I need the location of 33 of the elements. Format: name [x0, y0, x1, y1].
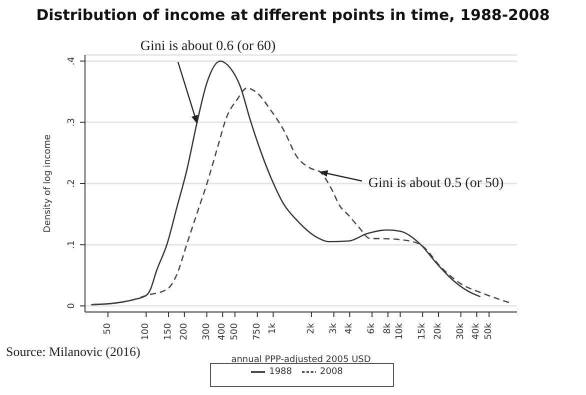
x-tick-label: 8k — [382, 322, 393, 334]
x-tick-label: 3k — [328, 322, 339, 334]
x-tick-label: 1k — [268, 322, 278, 334]
x-tick-label: 20k — [433, 322, 444, 340]
x-tick-label: 500 — [230, 322, 240, 340]
x-tick-label: 15k — [418, 322, 428, 340]
annotation: Gini is about 0.5 (or 50) — [368, 176, 504, 191]
x-tick-label: 2k — [306, 322, 316, 334]
x-tick-label: 400 — [218, 322, 228, 340]
x-tick-label: 200 — [179, 322, 190, 340]
x-axis-title: annual PPP-adjusted 2005 USD — [231, 355, 371, 365]
chart-title: Distribution of income at different points in time, 1988-2008 — [35, 6, 551, 24]
x-tick-label: 10k — [395, 322, 406, 340]
x-tick-label: 50 — [102, 322, 113, 334]
x-tick-label: 30k — [456, 322, 466, 340]
x-tick-label: 6k — [367, 322, 378, 334]
y-tick-label: .4 — [67, 56, 77, 66]
x-tick-label: 100 — [141, 322, 152, 340]
legend-label: 1988 — [269, 367, 292, 377]
x-tick-label: 150 — [164, 322, 174, 340]
y-axis-title: Density of log income — [43, 134, 54, 233]
x-tick-label: 40k — [472, 322, 482, 340]
legend-label: 2008 — [320, 367, 343, 377]
y-tick-label: 0 — [67, 302, 77, 309]
y-tick-label: .2 — [67, 179, 77, 188]
source-note: Source: Milanovic (2016) — [6, 344, 140, 359]
y-tick-label: .1 — [67, 240, 77, 249]
x-tick-label: 300 — [202, 322, 212, 340]
x-tick-label: 50k — [484, 322, 494, 340]
x-tick-label: 750 — [252, 322, 262, 340]
x-tick-label: 4k — [344, 322, 355, 334]
annotation: Gini is about 0.6 (or 60) — [140, 39, 276, 54]
y-tick-label: .3 — [67, 118, 77, 127]
